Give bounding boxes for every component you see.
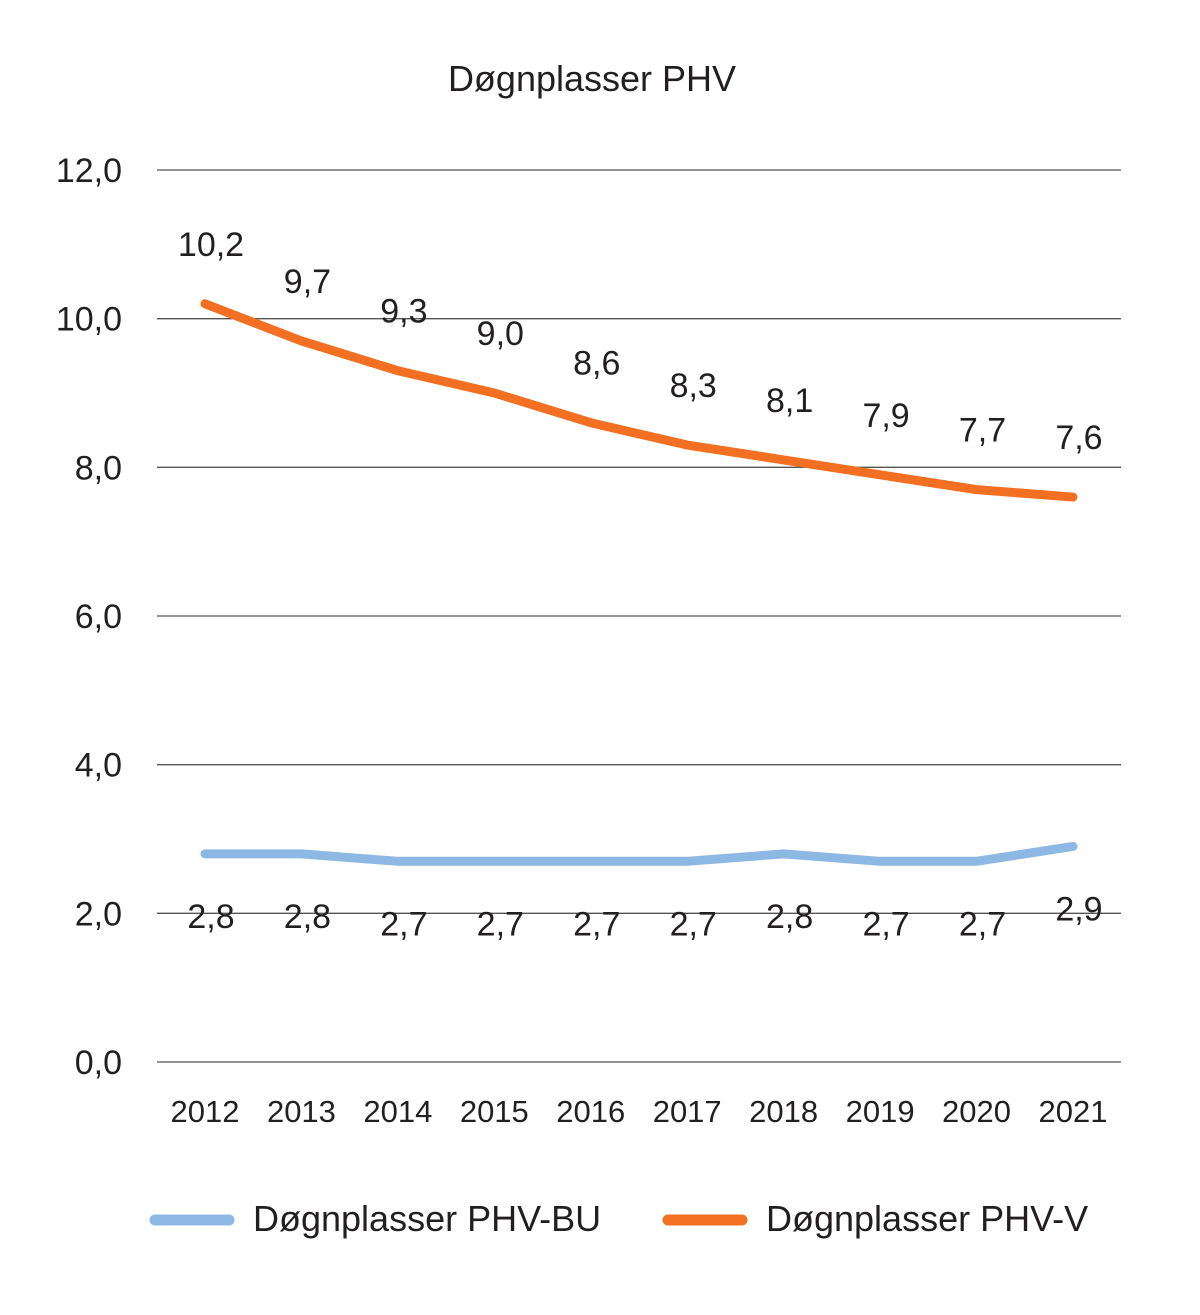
data-label: 2,7 (862, 905, 909, 943)
x-tick-label: 2015 (460, 1094, 529, 1129)
data-label: 7,7 (959, 412, 1006, 450)
data-label: 2,8 (187, 898, 234, 936)
data-label: 8,1 (766, 382, 813, 420)
data-label: 10,2 (178, 226, 244, 264)
data-label: 2,9 (1055, 890, 1102, 928)
y-tick-label: 6,0 (75, 598, 122, 636)
data-label: 9,7 (284, 263, 331, 301)
data-label: 2,7 (573, 905, 620, 943)
y-tick-label: 2,0 (75, 895, 122, 933)
y-tick-label: 0,0 (75, 1044, 122, 1082)
x-tick-label: 2016 (556, 1094, 625, 1129)
legend-label: Døgnplasser PHV-V (766, 1198, 1088, 1239)
y-tick-label: 10,0 (56, 301, 122, 339)
data-label: 2,7 (380, 905, 427, 943)
data-label: 7,9 (862, 397, 909, 435)
series-line-phv-bu (200, 841, 1078, 866)
data-label: 2,8 (284, 898, 331, 936)
data-label: 9,0 (477, 315, 524, 353)
y-tick-label: 8,0 (75, 449, 122, 487)
data-label: 2,8 (766, 898, 813, 936)
y-tick-label: 4,0 (75, 747, 122, 785)
data-label: 2,7 (959, 905, 1006, 943)
y-tick-label: 12,0 (56, 152, 122, 190)
x-tick-label: 2014 (363, 1094, 432, 1129)
data-label: 2,7 (477, 905, 524, 943)
series-line-phv-v (200, 299, 1078, 502)
x-tick-label: 2013 (267, 1094, 336, 1129)
chart-title: Døgnplasser PHV (448, 58, 736, 99)
x-tick-label: 2020 (942, 1094, 1011, 1129)
data-label: 2,7 (670, 905, 717, 943)
data-label: 7,6 (1055, 419, 1102, 457)
data-label: 8,6 (573, 345, 620, 383)
legend-label: Døgnplasser PHV-BU (253, 1198, 601, 1239)
data-label: 9,3 (380, 293, 427, 331)
x-tick-label: 2018 (749, 1094, 818, 1129)
x-tick-label: 2012 (171, 1094, 240, 1129)
x-tick-label: 2021 (1038, 1094, 1107, 1129)
x-tick-label: 2019 (846, 1094, 915, 1129)
data-label: 8,3 (670, 367, 717, 405)
x-tick-label: 2017 (653, 1094, 722, 1129)
